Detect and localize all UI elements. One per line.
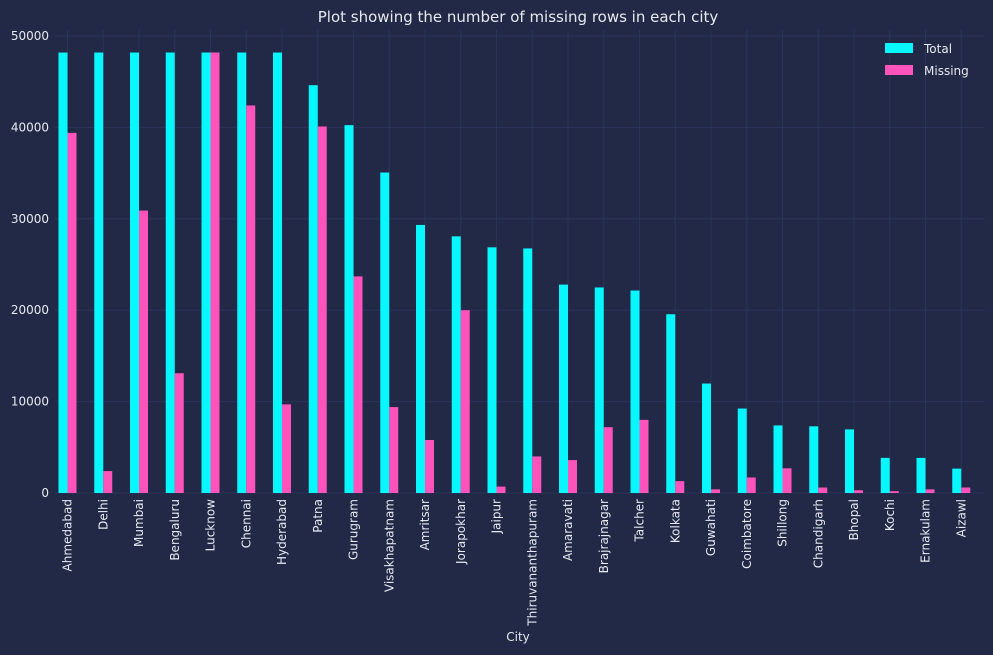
x-tick-label: Gurugram [347, 499, 361, 560]
bar-total-chandigarh [809, 426, 819, 493]
x-tick-label: Kochi [883, 499, 897, 531]
x-tick-label: Hyderabad [275, 499, 289, 565]
bar-total-jaipur [487, 247, 497, 493]
bar-total-amritsar [416, 224, 425, 493]
x-tick-label: Brajrajnagar [597, 499, 611, 573]
x-tick-label: Ernakulam [919, 499, 933, 563]
y-tick-labels: 0 10000 20000 30000 40000 50000 [11, 29, 49, 500]
chart-title: Plot showing the number of missing rows … [318, 8, 719, 26]
bar-total-chennai [237, 52, 247, 494]
y-tick-label: 50000 [11, 29, 49, 43]
bar-missing-jaipur [496, 486, 506, 493]
bar-missing-bhopal [854, 490, 863, 493]
bar-total-visakhapatnam [380, 172, 390, 493]
x-tick-label: Bengaluru [168, 499, 182, 561]
bar-total-bhopal [845, 429, 854, 493]
bar-total-guwahati [702, 383, 711, 493]
x-tick-labels: Ahmedabad Delhi Mumbai Bengaluru Lucknow Chen… [61, 499, 969, 627]
bar-total-coimbatore [737, 408, 747, 493]
x-tick-label: Patna [311, 499, 325, 533]
bar-total-aizawl [952, 468, 962, 493]
bar-missing-mumbai [139, 210, 148, 493]
bar-total-delhi [94, 52, 104, 494]
bar-total-mumbai [130, 52, 139, 494]
x-tick-label: Jaipur [490, 499, 504, 534]
x-tick-label: Coimbatore [740, 499, 754, 569]
y-tick-label: 30000 [11, 212, 49, 226]
legend-label-total: Total [923, 42, 952, 56]
bar-total-patna [308, 85, 318, 493]
bar-missing-aizawl [961, 487, 971, 493]
bar-missing-lucknow [210, 52, 220, 494]
x-tick-label: Ahmedabad [61, 499, 75, 571]
bar-missing-bengaluru [174, 373, 184, 493]
legend-label-missing: Missing [924, 64, 969, 78]
bar-total-thiruvananthapuram [523, 248, 533, 493]
x-tick-label: Shillong [776, 499, 790, 547]
y-tick-label: 10000 [11, 395, 49, 409]
legend: Total Missing [885, 42, 969, 78]
x-tick-label: Lucknow [204, 499, 218, 552]
bar-total-brajrajnagar [594, 287, 604, 493]
bar-total-ahmedabad [58, 52, 68, 494]
bar-missing-amritsar [425, 439, 434, 493]
bar-missing-hyderabad [282, 404, 291, 493]
bar-missing-chennai [246, 105, 256, 494]
bar-missing-delhi [103, 471, 113, 493]
x-tick-label: Visakhapatnam [382, 499, 396, 592]
x-axis-label: City [506, 630, 530, 644]
bars [58, 52, 971, 494]
bar-total-bengaluru [165, 52, 175, 494]
x-tick-label: Talcher [633, 499, 647, 543]
bar-missing-thiruvananthapuram [532, 456, 542, 493]
bar-total-ernakulam [916, 457, 926, 493]
x-tick-label: Chennai [239, 499, 253, 548]
bar-missing-chandigarh [818, 487, 828, 493]
bar-missing-gurugram [353, 276, 363, 493]
bar-total-gurugram [344, 125, 354, 494]
x-tick-label: Thiruvananthapuram [525, 499, 539, 627]
bar-total-amaravati [559, 284, 568, 493]
bar-total-shillong [773, 425, 783, 493]
x-tick-label: Aizawl [954, 499, 968, 537]
bar-missing-coimbatore [746, 477, 756, 493]
x-tick-label: Delhi [96, 499, 110, 530]
x-tick-label: Amritsar [418, 499, 432, 550]
x-tick-label: Amaravati [561, 499, 575, 561]
legend-swatch-missing [885, 65, 913, 75]
x-tick-label: Chandigarh [811, 499, 825, 568]
y-tick-label: 40000 [11, 120, 49, 134]
bar-missing-amaravati [568, 460, 577, 493]
bar-total-talcher [630, 290, 640, 493]
bar-missing-guwahati [711, 489, 720, 493]
x-tick-label: Kolkata [668, 499, 682, 543]
bar-missing-visakhapatnam [389, 407, 399, 493]
bar-missing-talcher [639, 419, 649, 493]
bar-missing-kolkata [675, 481, 685, 493]
bar-missing-kochi [889, 491, 899, 493]
y-tick-label: 0 [41, 486, 49, 500]
bar-total-lucknow [201, 52, 211, 494]
x-tick-label: Mumbai [132, 499, 146, 547]
bar-total-hyderabad [273, 52, 282, 494]
y-tick-label: 20000 [11, 303, 49, 317]
bar-total-kochi [880, 457, 890, 493]
bar-missing-shillong [782, 468, 792, 493]
bar-missing-ernakulam [925, 489, 935, 493]
bar-missing-jorapokhar [460, 310, 470, 493]
bar-total-kolkata [666, 314, 676, 493]
x-tick-label: Jorapokhar [454, 499, 468, 565]
bar-total-jorapokhar [451, 236, 461, 493]
x-tick-label: Bhopal [847, 499, 861, 540]
bar-missing-brajrajnagar [603, 427, 613, 493]
x-tick-label: Guwahati [704, 499, 718, 556]
bar-missing-ahmedabad [67, 132, 77, 493]
bar-missing-patna [317, 126, 327, 494]
legend-swatch-total [885, 43, 913, 53]
